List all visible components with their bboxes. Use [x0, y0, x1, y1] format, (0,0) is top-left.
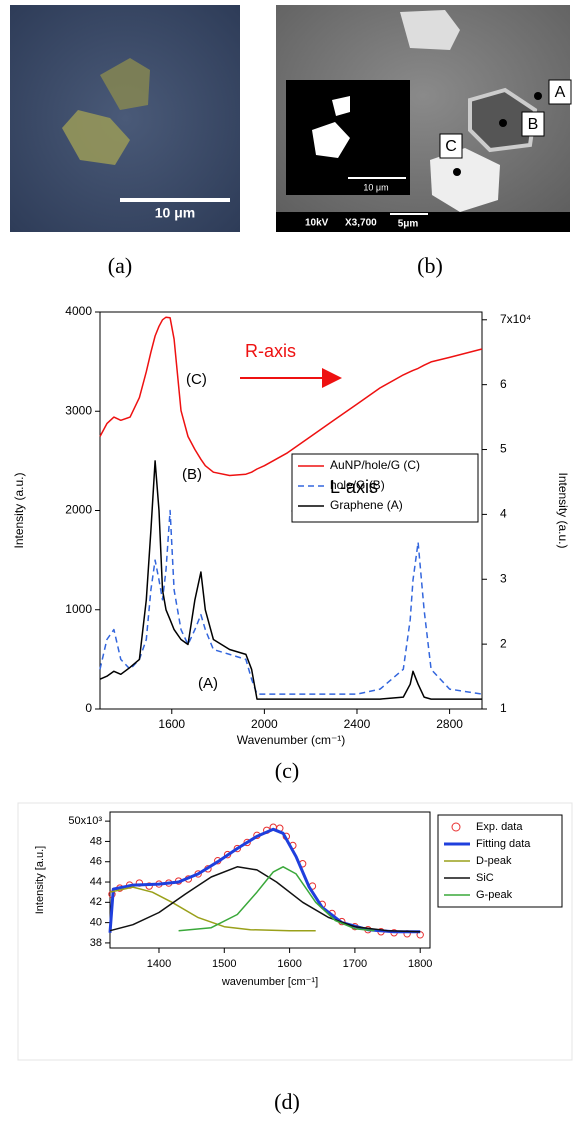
optical-image: 10 μm [10, 5, 240, 232]
y-tick-label: 38 [90, 937, 102, 949]
x-tick-label: 2400 [344, 717, 371, 731]
chart: 1400 1500 1600 1700 1800 38 40 42 44 46 48 50x10³ wa… [34, 811, 563, 988]
y-tick-label: 42 [90, 896, 102, 908]
point-label: A [555, 84, 566, 101]
panel-border [17, 802, 573, 1061]
x-tick-label: 1700 [343, 958, 367, 970]
point-label: C [445, 138, 457, 155]
annotation: L-axis [330, 477, 378, 497]
inset-scale-label: 10 μm [363, 182, 388, 192]
x-axis-label: wavenumber [cm⁻¹] [221, 976, 318, 988]
annotation: (C) [186, 371, 207, 388]
series-line [109, 866, 421, 933]
y2-axis-label: Intensity (a.u.) [556, 472, 570, 548]
series-line [99, 509, 483, 695]
series-line [99, 316, 483, 477]
legend-label: hole/G (B) [330, 478, 385, 492]
y2-tick-label: 2 [500, 636, 507, 650]
y2-tick-label: 6 [500, 377, 507, 391]
point-label: B [528, 116, 539, 133]
annotation: (B) [182, 466, 202, 483]
legend-label: Fitting data [476, 838, 531, 850]
panel-label: (b) [417, 253, 443, 278]
y-tick-label: 3000 [65, 403, 92, 417]
data-point [243, 838, 251, 847]
chart: 1600 2000 2400 2800 0 1000 2000 3000 4000 1 2 3 4 5 6 7… [12, 304, 570, 747]
x-tick-label: 2800 [436, 717, 463, 731]
legend-label: AuNP/hole/G (C) [330, 458, 420, 472]
y2-tick-label: 4 [500, 507, 507, 521]
panel-label: (a) [108, 253, 132, 278]
legend-label: D-peak [476, 855, 512, 867]
annotation: (A) [198, 675, 218, 692]
series-line [99, 460, 482, 700]
y-tick-label: 50x10³ [68, 815, 102, 827]
y-tick-label: 2000 [65, 503, 92, 517]
plot-frame [109, 811, 431, 949]
x-tick-label: 1800 [408, 958, 432, 970]
y-tick-label: 46 [90, 856, 102, 868]
y2-tick-label: 7x10⁴ [500, 312, 531, 326]
scale-bar-label: 5μm [398, 219, 419, 230]
y-tick-label: 1000 [65, 602, 92, 616]
legend-label: Exp. data [476, 821, 523, 833]
magnification-label: X3,700 [345, 218, 377, 229]
x-tick-label: 2000 [251, 717, 278, 731]
panel-label: (d) [274, 1089, 300, 1114]
y-tick-label: 44 [90, 876, 102, 888]
data-point [233, 844, 242, 853]
y2-tick-label: 3 [500, 571, 507, 585]
y-tick-label: 4000 [65, 304, 92, 318]
x-axis-label: Wavenumber (cm⁻¹) [237, 733, 346, 747]
x-tick-label: 1600 [158, 717, 185, 731]
series-line [178, 866, 375, 932]
legend-label: SiC [476, 872, 494, 884]
sem-image: 10 μm 10kV X3,700 5μm A B C [276, 5, 572, 232]
x-tick-label: 1600 [277, 958, 301, 970]
panel-label: (c) [275, 758, 299, 783]
y-axis-label: Intensity (a.u.) [12, 472, 26, 548]
y-axis-label: Intensity [a.u.] [34, 846, 46, 914]
x-tick-label: 1400 [147, 958, 171, 970]
y-tick-label: 0 [85, 701, 92, 715]
y-tick-label: 40 [90, 917, 102, 929]
x-tick-label: 1500 [212, 958, 236, 970]
y2-tick-label: 5 [500, 442, 507, 456]
legend-label: Graphene (A) [330, 498, 403, 512]
annotation: R-axis [245, 341, 296, 361]
y2-tick-label: 1 [500, 701, 507, 715]
legend-marker [451, 822, 461, 832]
legend-label: G-peak [476, 889, 513, 901]
voltage-label: 10kV [305, 218, 329, 229]
series-line [109, 886, 316, 932]
y-tick-label: 48 [90, 835, 102, 847]
scale-bar-label: 10 μm [155, 205, 195, 221]
